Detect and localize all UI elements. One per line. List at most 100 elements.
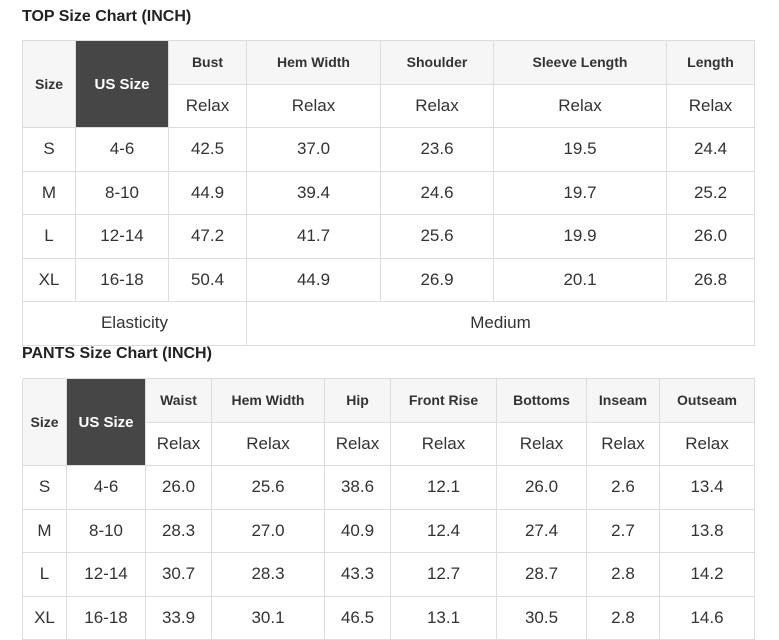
measurement-cell: 2.6 [586, 465, 660, 510]
size-cell: M [22, 508, 67, 553]
fit-type-cell: Relax [493, 83, 667, 128]
table-row: XL 16-18 33.9 30.1 46.5 13.1 30.5 2.8 14.6 [22, 595, 755, 640]
column-header: Bottoms [496, 378, 587, 423]
fit-type-cell: Relax [380, 83, 494, 128]
measurement-cell: 19.5 [493, 127, 667, 172]
measurement-cell: 47.2 [168, 214, 247, 259]
fit-row: Relax Relax Relax Relax Relax Relax Relax [23, 421, 755, 466]
size-cell: S [22, 465, 67, 510]
elasticity-label: Elasticity [22, 301, 247, 346]
fit-type-cell: Relax [211, 421, 325, 466]
measurement-cell: 12.7 [390, 552, 497, 597]
measurement-cell: 14.6 [659, 595, 755, 640]
pants-size-chart-title: PANTS Size Chart (INCH) [22, 345, 212, 362]
measurement-cell: 25.2 [666, 170, 755, 215]
fit-type-cell: Relax [324, 421, 391, 466]
elasticity-row: Elasticity Medium [22, 301, 755, 346]
measurement-cell: 24.6 [380, 170, 494, 215]
size-cell: L [22, 552, 67, 597]
measurement-cell: 38.6 [324, 465, 391, 510]
column-header: Hip [324, 378, 391, 423]
measurement-cell: 44.9 [246, 257, 381, 302]
fit-row: Relax Relax Relax Relax Relax [23, 83, 755, 128]
column-header: Inseam [586, 378, 660, 423]
measurement-cell: 26.9 [380, 257, 494, 302]
us-size-cell: 8-10 [66, 508, 146, 553]
measurement-cell: 39.4 [246, 170, 381, 215]
us-size-cell: 16-18 [75, 257, 169, 302]
fit-type-cell: Relax [168, 83, 247, 128]
measurement-cell: 19.9 [493, 214, 667, 259]
header-row: Size US Size Waist Hem Width Hip Front Rise Bo… [22, 378, 755, 466]
size-cell: M [22, 170, 76, 215]
measurement-cell: 25.6 [380, 214, 494, 259]
measurement-cell: 43.3 [324, 552, 391, 597]
pants-size-table: Size US Size Waist Hem Width Hip Front Rise Bo… [22, 378, 755, 640]
column-header: Hem Width [246, 40, 381, 85]
measurement-cell: 27.4 [496, 508, 587, 553]
measurement-cell: 24.4 [666, 127, 755, 172]
column-header: Length [666, 40, 755, 85]
measurement-cell: 30.5 [496, 595, 587, 640]
table-row: M 8-10 28.3 27.0 40.9 12.4 27.4 2.7 13.8 [22, 508, 755, 553]
measurement-cell: 27.0 [211, 508, 325, 553]
measurement-cell: 26.0 [145, 465, 212, 510]
size-cell: L [22, 214, 76, 259]
column-header: Waist [145, 378, 212, 423]
us-size-cell: 4-6 [66, 465, 146, 510]
column-header: Outseam [659, 378, 755, 423]
measurement-cell: 50.4 [168, 257, 247, 302]
measurement-cell: 2.8 [586, 552, 660, 597]
fit-type-cell: Relax [145, 421, 212, 466]
measurement-cell: 26.0 [496, 465, 587, 510]
measurement-cell: 2.8 [586, 595, 660, 640]
us-size-cell: 12-14 [66, 552, 146, 597]
column-header: Hem Width [211, 378, 325, 423]
size-header: Size [22, 378, 67, 466]
us-size-cell: 8-10 [75, 170, 169, 215]
us-size-cell: 16-18 [66, 595, 146, 640]
measurement-cell: 13.1 [390, 595, 497, 640]
table-row: M 8-10 44.9 39.4 24.6 19.7 25.2 [22, 170, 755, 215]
measurement-cell: 33.9 [145, 595, 212, 640]
measurement-cell: 13.4 [659, 465, 755, 510]
column-header: Shoulder [380, 40, 494, 85]
measurement-cell: 30.1 [211, 595, 325, 640]
measurement-cell: 19.7 [493, 170, 667, 215]
fit-type-cell: Relax [496, 421, 587, 466]
table-row: XL 16-18 50.4 44.9 26.9 20.1 26.8 [22, 257, 755, 302]
measurement-cell: 13.8 [659, 508, 755, 553]
elasticity-value: Medium [246, 301, 755, 346]
fit-type-cell: Relax [586, 421, 660, 466]
table-row: L 12-14 47.2 41.7 25.6 19.9 26.0 [22, 214, 755, 259]
measurement-cell: 25.6 [211, 465, 325, 510]
measurement-cell: 2.7 [586, 508, 660, 553]
measurement-cell: 12.4 [390, 508, 497, 553]
measurement-cell: 40.9 [324, 508, 391, 553]
fit-type-cell: Relax [246, 83, 381, 128]
size-cell: XL [22, 257, 76, 302]
measurement-cell: 28.3 [145, 508, 212, 553]
column-header: Front Rise [390, 378, 497, 423]
measurement-cell: 14.2 [659, 552, 755, 597]
us-size-header: US Size [66, 378, 146, 466]
measurement-cell: 28.3 [211, 552, 325, 597]
measurement-cell: 46.5 [324, 595, 391, 640]
top-size-table: Size US Size Bust Hem Width Shoulder Sleeve L… [22, 40, 755, 346]
measurement-cell: 30.7 [145, 552, 212, 597]
table-row: S 4-6 26.0 25.6 38.6 12.1 26.0 2.6 13.4 [22, 465, 755, 510]
measurement-cell: 42.5 [168, 127, 247, 172]
us-size-header: US Size [75, 40, 169, 128]
measurement-cell: 26.0 [666, 214, 755, 259]
fit-type-cell: Relax [659, 421, 755, 466]
top-size-chart-title: TOP Size Chart (INCH) [22, 8, 192, 25]
measurement-cell: 23.6 [380, 127, 494, 172]
size-header: Size [22, 40, 76, 128]
us-size-cell: 12-14 [75, 214, 169, 259]
table-row: L 12-14 30.7 28.3 43.3 12.7 28.7 2.8 14.2 [22, 552, 755, 597]
measurement-cell: 41.7 [246, 214, 381, 259]
measurement-cell: 37.0 [246, 127, 381, 172]
size-cell: S [22, 127, 76, 172]
measurement-cell: 28.7 [496, 552, 587, 597]
measurement-cell: 44.9 [168, 170, 247, 215]
